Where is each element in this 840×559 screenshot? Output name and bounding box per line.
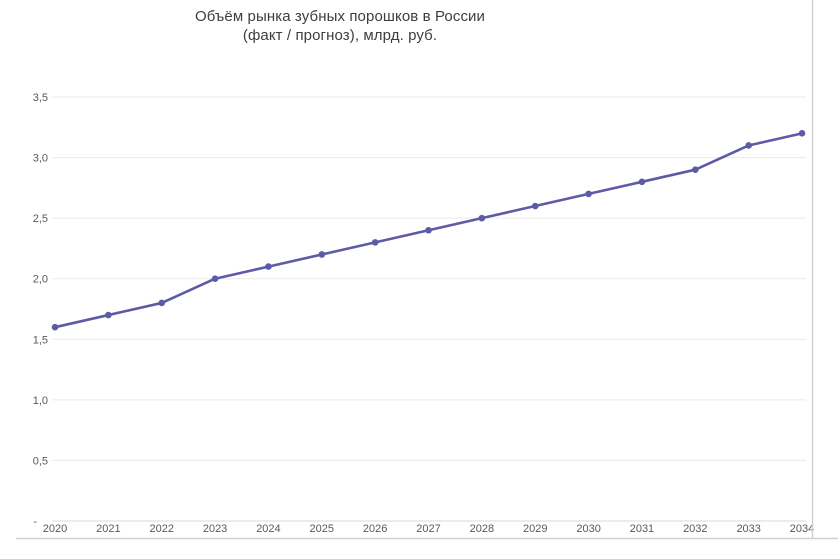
data-point <box>265 263 272 270</box>
data-point <box>371 239 379 246</box>
x-tick-label: 2033 <box>736 523 760 535</box>
x-tick-label: 2026 <box>363 523 387 535</box>
x-tick-label: 2031 <box>630 523 654 535</box>
y-tick-label: 3,0 <box>33 153 48 165</box>
data-point <box>211 275 219 283</box>
y-tick-label: 1,5 <box>33 334 48 346</box>
data-point <box>638 178 646 186</box>
x-tick-label: 2030 <box>576 523 600 535</box>
data-point <box>692 166 699 173</box>
x-tick-label: 2020 <box>43 523 67 535</box>
data-point <box>745 142 752 149</box>
data-point <box>318 251 326 258</box>
chart-title: Объём рынка зубных порошков в России (фа… <box>0 7 680 45</box>
data-point <box>425 226 432 234</box>
x-tick-label: 2029 <box>523 523 547 535</box>
x-tick-label: 2022 <box>149 523 173 535</box>
y-tick-label: - <box>33 516 37 528</box>
data-point <box>585 190 592 198</box>
chart-title-line-2: (факт / прогноз), млрд. руб. <box>242 27 438 44</box>
y-tick-label: 3,5 <box>33 92 48 104</box>
y-tick-label: 1,0 <box>33 395 48 407</box>
data-point <box>478 214 486 222</box>
x-tick-label: 2034 <box>790 523 814 535</box>
x-tick-label: 2023 <box>203 523 227 535</box>
x-tick-label: 2028 <box>470 523 494 535</box>
data-point <box>531 202 539 210</box>
y-tick-label: 0,5 <box>33 455 48 467</box>
x-tick-label: 2032 <box>683 523 707 535</box>
y-tick-label: 2,0 <box>33 274 48 286</box>
data-point <box>798 130 806 137</box>
x-tick-label: 2027 <box>416 523 440 535</box>
x-tick-label: 2025 <box>310 523 334 535</box>
data-point <box>51 323 59 331</box>
y-tick-label: 2,5 <box>33 213 48 225</box>
data-point <box>158 299 166 307</box>
x-tick-label: 2021 <box>96 523 120 535</box>
x-tick-label: 2024 <box>256 523 280 535</box>
chart-title-line-1: Объём рынка зубных порошков в России <box>194 8 486 25</box>
data-point <box>105 311 112 319</box>
